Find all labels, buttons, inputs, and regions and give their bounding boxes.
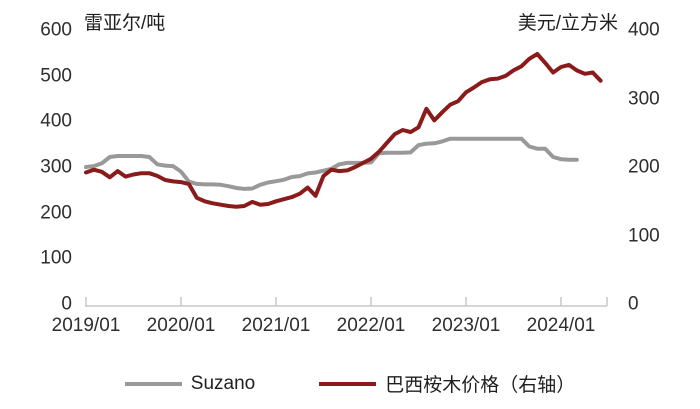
x-axis-tick-label: 2021/01 <box>241 315 311 336</box>
left-axis-tick-label: 400 <box>40 110 72 132</box>
legend-label-suzano: Suzano <box>190 372 256 394</box>
legend-item-suzano[interactable]: Suzano <box>124 372 256 395</box>
suzano-series-line <box>84 136 579 191</box>
left-axis-tick-label: 0 <box>61 293 72 315</box>
left-axis-tick-label: 100 <box>40 247 72 269</box>
legend: Suzano 巴西桉木价格（右轴） <box>0 370 700 397</box>
left-axis-tick-label: 500 <box>40 65 72 87</box>
eucalyptus-line-swatch <box>319 381 377 386</box>
left-axis-tick-label: 200 <box>40 202 72 224</box>
right-axis-tick-label: 0 <box>628 293 639 315</box>
legend-label-eucalyptus-price: 巴西桉木价格（右轴） <box>385 375 576 396</box>
left-axis-unit-label: 雷亚尔/吨 <box>84 13 166 34</box>
right-axis-tick-label: 200 <box>628 156 660 178</box>
plot-area <box>84 52 608 307</box>
eucalyptus-price-series-line <box>84 52 603 209</box>
suzano-line-swatch <box>124 381 182 386</box>
left-axis-tick-label: 300 <box>40 156 72 178</box>
x-axis-tick-label: 2022/01 <box>336 315 406 336</box>
right-axis-tick-label: 400 <box>628 19 660 41</box>
x-axis-tick-label: 2024/01 <box>526 315 596 336</box>
x-axis-tick-label: 2019/01 <box>51 315 121 336</box>
x-axis-tick-label: 2020/01 <box>146 315 216 336</box>
left-axis-tick-label: 600 <box>40 19 72 41</box>
right-axis-tick-label: 300 <box>628 88 660 109</box>
right-axis-tick-label: 100 <box>628 225 660 246</box>
x-axis-tick-label: 2023/01 <box>431 315 501 336</box>
right-axis-unit-label: 美元/立方米 <box>517 13 618 34</box>
legend-item-eucalyptus-price[interactable]: 巴西桉木价格（右轴） <box>319 370 575 397</box>
